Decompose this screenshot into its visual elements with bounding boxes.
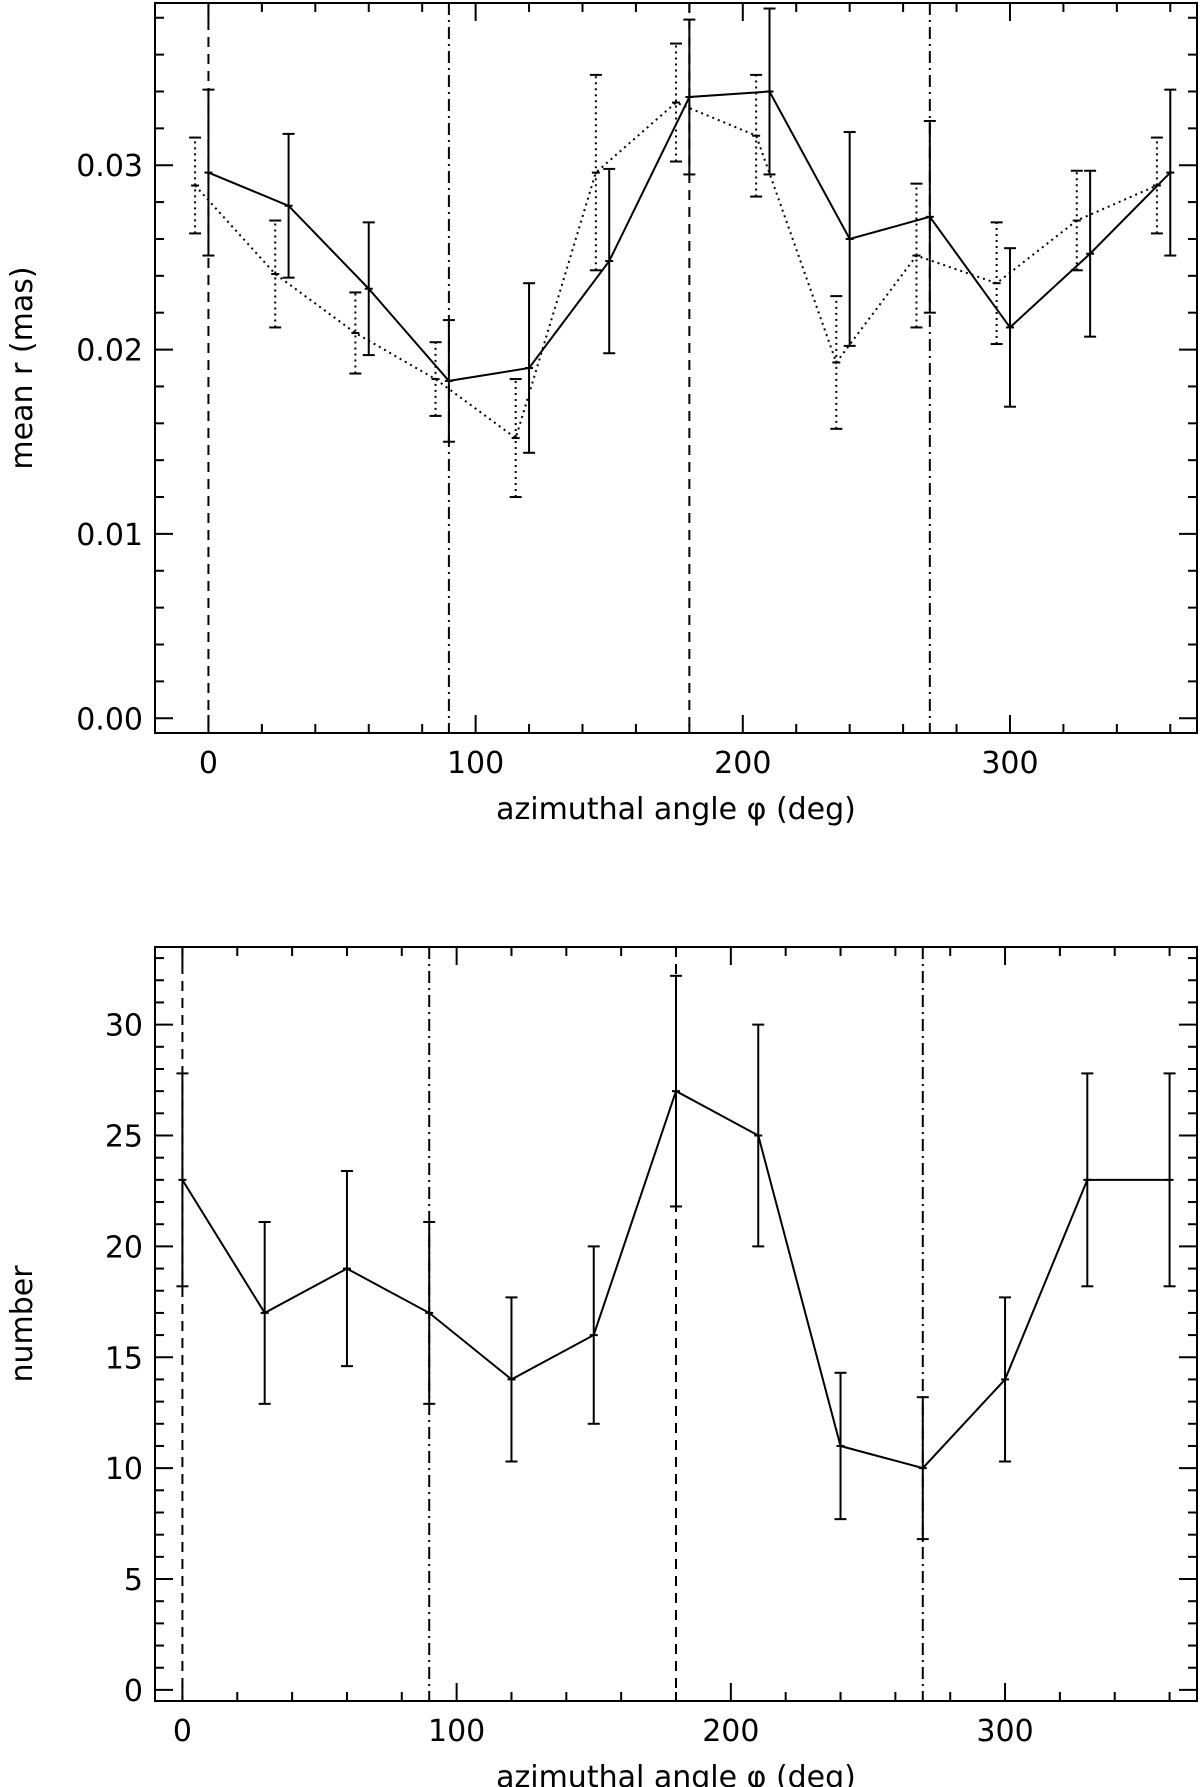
bottom-panel-number: 0 100 200 300 0 5 10 15 20 25 30 azimuthal angle φ …: [5, 946, 1198, 1787]
x-tick-label: 100: [447, 746, 504, 781]
y-axis-label: number: [5, 1265, 40, 1383]
x-tick-label: 0: [173, 1714, 192, 1749]
y-tick-label: 5: [124, 1563, 143, 1598]
x-tick-label: 300: [976, 1714, 1033, 1749]
y-tick-label: 0.00: [76, 702, 143, 737]
plot-frame: [154, 2, 1198, 734]
y-tick-label: 20: [105, 1230, 143, 1265]
y-tick-label: 15: [105, 1341, 143, 1376]
y-tick-label: 0.01: [76, 518, 143, 553]
y-tick-label: 25: [105, 1120, 143, 1155]
y-axis-label: mean r (mas): [5, 266, 40, 469]
top-panel-mean-r: 0 100 200 300 0.00 0.01 0.02 0.03 azimuthal angl…: [5, 2, 1198, 827]
y-tick-label: 0.02: [76, 334, 143, 369]
series-line-dotted: [194, 101, 1158, 440]
x-tick-label: 200: [702, 1714, 759, 1749]
y-tick-label: 30: [105, 1009, 143, 1044]
x-tick-label: 200: [714, 746, 771, 781]
x-axis-label: azimuthal angle φ (deg): [496, 1760, 856, 1787]
x-axis-label: azimuthal angle φ (deg): [496, 792, 856, 827]
x-tick-label: 100: [428, 1714, 485, 1749]
x-tick-label: 0: [199, 746, 218, 781]
y-tick-label: 10: [105, 1452, 143, 1487]
y-tick-label: 0: [124, 1674, 143, 1709]
y-tick-label: 0.03: [76, 149, 143, 184]
x-tick-label: 300: [981, 746, 1038, 781]
